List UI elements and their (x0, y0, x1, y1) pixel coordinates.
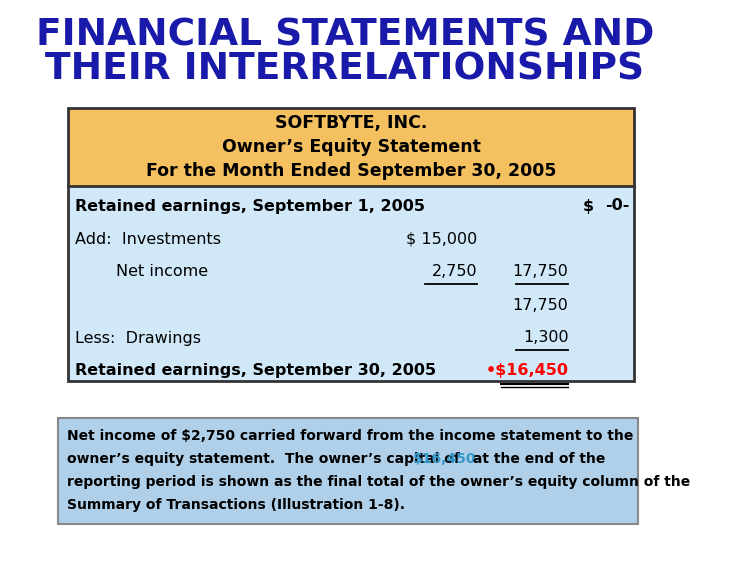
Text: Summary of Transactions (Illustration 1-8).: Summary of Transactions (Illustration 1-… (67, 498, 404, 512)
Text: $16,450: $16,450 (413, 452, 476, 466)
Text: Owner’s Equity Statement: Owner’s Equity Statement (222, 138, 481, 156)
FancyBboxPatch shape (58, 418, 638, 524)
Text: $ 15,000: $ 15,000 (406, 232, 477, 247)
Text: 17,750: 17,750 (513, 297, 569, 313)
Text: Add:  Investments: Add: Investments (75, 232, 221, 247)
Text: 17,750: 17,750 (513, 264, 569, 279)
Text: Retained earnings, September 30, 2005: Retained earnings, September 30, 2005 (75, 363, 435, 378)
Text: at the end of the: at the end of the (468, 452, 606, 466)
Text: For the Month Ended September 30, 2005: For the Month Ended September 30, 2005 (146, 162, 556, 180)
Text: Net income of $2,750 carried forward from the income statement to the: Net income of $2,750 carried forward fro… (67, 429, 633, 443)
FancyBboxPatch shape (68, 186, 634, 381)
Text: reporting period is shown as the final total of the owner’s equity column of the: reporting period is shown as the final t… (67, 475, 690, 489)
Text: 2,750: 2,750 (432, 264, 477, 279)
FancyBboxPatch shape (68, 108, 634, 186)
Text: Net income: Net income (75, 264, 208, 279)
Text: 1,300: 1,300 (523, 331, 569, 346)
Text: FINANCIAL STATEMENTS AND: FINANCIAL STATEMENTS AND (36, 17, 654, 53)
Text: Retained earnings, September 1, 2005: Retained earnings, September 1, 2005 (75, 199, 425, 214)
Text: THEIR INTERRELATIONSHIPS: THEIR INTERRELATIONSHIPS (45, 51, 645, 87)
Text: •$16,450: •$16,450 (485, 363, 569, 378)
Text: Less:  Drawings: Less: Drawings (75, 331, 200, 346)
Text: SOFTBYTE, INC.: SOFTBYTE, INC. (275, 114, 427, 132)
Text: $: $ (583, 199, 594, 214)
Text: -0-: -0- (605, 199, 629, 214)
Text: owner’s equity statement.  The owner’s capital of: owner’s equity statement. The owner’s ca… (67, 452, 464, 466)
